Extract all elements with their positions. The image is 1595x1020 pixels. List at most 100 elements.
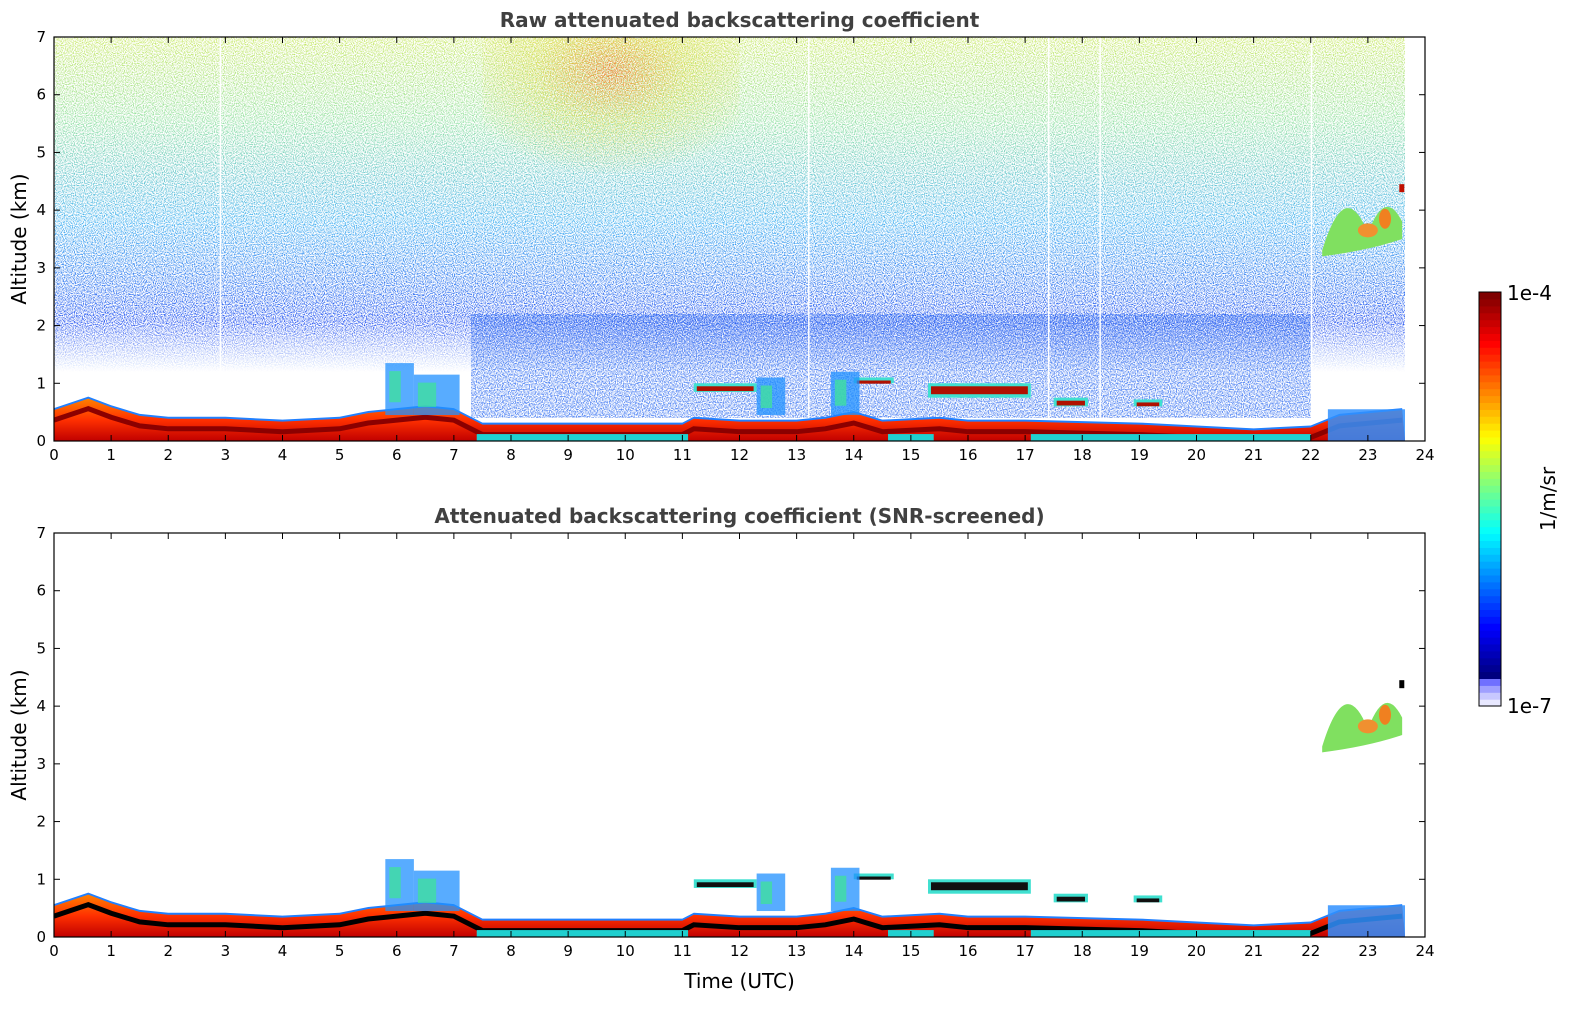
- y-tick-label: 5: [36, 639, 46, 657]
- x-tick-label: 14: [844, 446, 863, 464]
- colorbar-band: [1479, 423, 1501, 431]
- y-tick-label: 2: [36, 813, 46, 831]
- colorbar-band: [1479, 416, 1501, 424]
- colorbar-band: [1479, 478, 1501, 486]
- colorbar-band: [1479, 561, 1501, 569]
- x-tick-label: 0: [49, 446, 59, 464]
- x-tick-label: 24: [1415, 942, 1434, 960]
- colorbar-band: [1479, 492, 1501, 500]
- late-boundary-layer: [1327, 409, 1406, 441]
- x-tick-label: 11: [673, 446, 692, 464]
- convective-plume-core: [389, 371, 401, 403]
- colorbar-band: [1479, 388, 1501, 397]
- colorbar-band: [1479, 305, 1501, 314]
- cloud-base: [1056, 896, 1085, 902]
- cloud-base: [1056, 400, 1085, 406]
- surface-band: [1030, 930, 1311, 937]
- colorbar-band: [1479, 595, 1501, 604]
- x-tick-label: 22: [1301, 446, 1320, 464]
- cloud-top-spot: [1399, 184, 1405, 193]
- x-tick-label: 4: [278, 446, 288, 464]
- colorbar-band: [1479, 643, 1501, 652]
- y-tick-label: 0: [36, 928, 46, 946]
- x-tick-label: 7: [449, 942, 459, 960]
- convective-plume-core: [834, 379, 847, 406]
- data-gap: [1310, 37, 1313, 441]
- late-boundary-layer: [1327, 905, 1406, 937]
- cloud-base: [856, 380, 891, 384]
- x-tick-label: 11: [673, 942, 692, 960]
- colorbar-band: [1479, 533, 1501, 541]
- x-tick-label: 9: [563, 942, 573, 960]
- colorbar-band: [1479, 326, 1501, 334]
- surface-band: [476, 930, 689, 937]
- colorbar-band: [1479, 312, 1501, 321]
- x-tick-label: 13: [787, 446, 806, 464]
- x-axis-label: Time (UTC): [683, 969, 795, 993]
- colorbar-band: [1479, 464, 1501, 472]
- y-tick-label: 6: [36, 86, 46, 104]
- y-axis-label-raw: Altitude (km): [7, 173, 31, 304]
- low-cloud: [853, 377, 894, 384]
- x-tick-label: 16: [958, 446, 977, 464]
- data-gap: [1047, 37, 1050, 441]
- colorbar-band: [1479, 333, 1501, 341]
- x-tick-label: 8: [506, 942, 516, 960]
- x-tick-label: 10: [616, 446, 635, 464]
- x-tick-label: 18: [1073, 446, 1092, 464]
- colorbar-band: [1479, 367, 1501, 376]
- colorbar-band: [1479, 657, 1501, 666]
- surface-band: [476, 434, 689, 441]
- colorbar-band: [1479, 581, 1501, 590]
- y-tick-label: 1: [36, 870, 46, 888]
- colorbar-band: [1479, 678, 1501, 686]
- convective-plume-core: [389, 867, 401, 899]
- x-tick-label: 5: [335, 446, 345, 464]
- y-tick-label: 7: [36, 524, 46, 542]
- colorbar-band: [1479, 616, 1501, 624]
- colorbar-band: [1479, 450, 1501, 459]
- convective-plume-core: [760, 881, 773, 905]
- x-tick-label: 24: [1415, 446, 1434, 464]
- x-tick-label: 12: [730, 942, 749, 960]
- colorbar-band: [1479, 395, 1501, 403]
- y-tick-label: 4: [36, 201, 46, 219]
- x-tick-label: 17: [1016, 446, 1035, 464]
- convective-plume-core: [834, 875, 847, 902]
- colorbar-band: [1479, 499, 1501, 507]
- panel-title-screened: Attenuated backscattering coefficient (S…: [434, 504, 1044, 528]
- x-tick-label: 19: [1130, 446, 1149, 464]
- y-axis-ticks-screened: 0 1 2 3 4 5 6 7: [36, 524, 1425, 946]
- x-tick-label: 19: [1130, 942, 1149, 960]
- colorbar-band: [1479, 630, 1501, 638]
- y-tick-label: 5: [36, 143, 46, 161]
- colorbar: 1e-4 1e-7 1/m/sr: [1478, 281, 1560, 718]
- x-tick-label: 23: [1358, 446, 1377, 464]
- data-gap: [219, 37, 222, 441]
- y-axis-label-screened: Altitude (km): [7, 669, 31, 800]
- colorbar-band: [1479, 361, 1501, 369]
- colorbar-band: [1479, 554, 1501, 562]
- colorbar-band: [1479, 485, 1501, 493]
- colorbar-band: [1479, 602, 1501, 610]
- x-tick-label: 5: [335, 942, 345, 960]
- data-gap: [1099, 37, 1101, 441]
- x-tick-label: 10: [616, 942, 635, 960]
- x-axis-ticks-screened: 0 1 2 3 4 5 6 7 8 9 10 11 12 13 14 15 16 17 18 19 20 21 22 23 24: [49, 533, 1435, 960]
- y-tick-label: 0: [36, 432, 46, 450]
- x-tick-label: 16: [958, 942, 977, 960]
- convective-plume-core: [760, 385, 773, 409]
- colorbar-band: [1479, 409, 1501, 417]
- colorbar-band: [1479, 347, 1501, 355]
- cloud-base: [1136, 898, 1160, 903]
- cloud-base: [1136, 402, 1160, 407]
- x-tick-label: 14: [844, 942, 863, 960]
- cloud-base: [856, 876, 891, 880]
- y-tick-label: 3: [36, 259, 46, 277]
- x-tick-label: 21: [1244, 446, 1263, 464]
- cloud-base: [931, 882, 1028, 891]
- colorbar-band: [1479, 443, 1501, 452]
- colorbar-band: [1479, 588, 1501, 597]
- colorbar-band: [1479, 650, 1501, 659]
- colorbar-band: [1479, 436, 1501, 445]
